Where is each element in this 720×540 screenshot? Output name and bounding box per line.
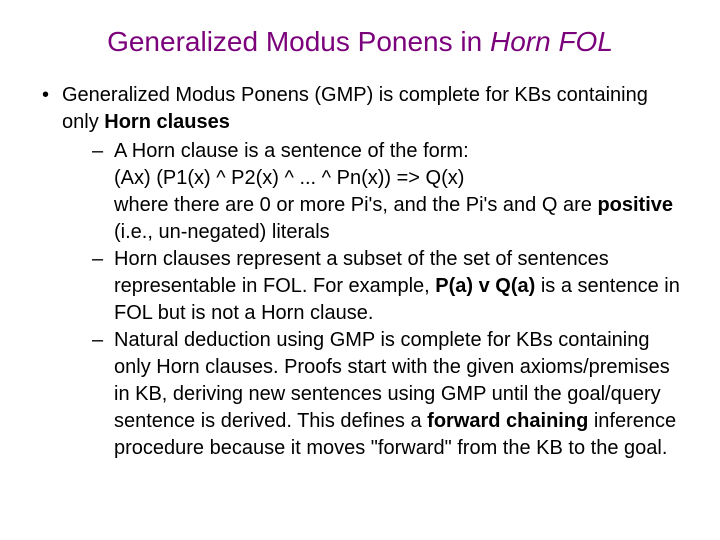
slide-title: Generalized Modus Ponens in Horn FOL bbox=[40, 26, 680, 58]
sub1-line1: A Horn clause is a sentence of the form: bbox=[114, 140, 469, 162]
main-text-b: Horn clauses bbox=[104, 111, 230, 133]
title-text-italic: Horn FOL bbox=[490, 26, 613, 57]
sub1-line3b: positive bbox=[597, 194, 673, 216]
sub-item-2: Horn clauses represent a subset of the s… bbox=[92, 246, 680, 327]
sub1-line3a: where there are 0 or more Pi's, and the … bbox=[114, 194, 597, 216]
sub-item-1: A Horn clause is a sentence of the form:… bbox=[92, 138, 680, 246]
sub-list: A Horn clause is a sentence of the form:… bbox=[62, 138, 680, 462]
sub3-b: forward chaining bbox=[427, 410, 588, 432]
title-text-prefix: Generalized Modus Ponens in bbox=[107, 26, 490, 57]
sub1-line2: (Ax) (P1(x) ^ P2(x) ^ ... ^ Pn(x)) => Q(… bbox=[114, 167, 464, 189]
sub-item-3: Natural deduction using GMP is complete … bbox=[92, 327, 680, 462]
sub1-line3c: (i.e., un-negated) literals bbox=[114, 221, 330, 243]
main-bullet: Generalized Modus Ponens (GMP) is comple… bbox=[40, 82, 680, 462]
slide: Generalized Modus Ponens in Horn FOL Gen… bbox=[0, 0, 720, 540]
sub2-b: P(a) v Q(a) bbox=[435, 275, 535, 297]
